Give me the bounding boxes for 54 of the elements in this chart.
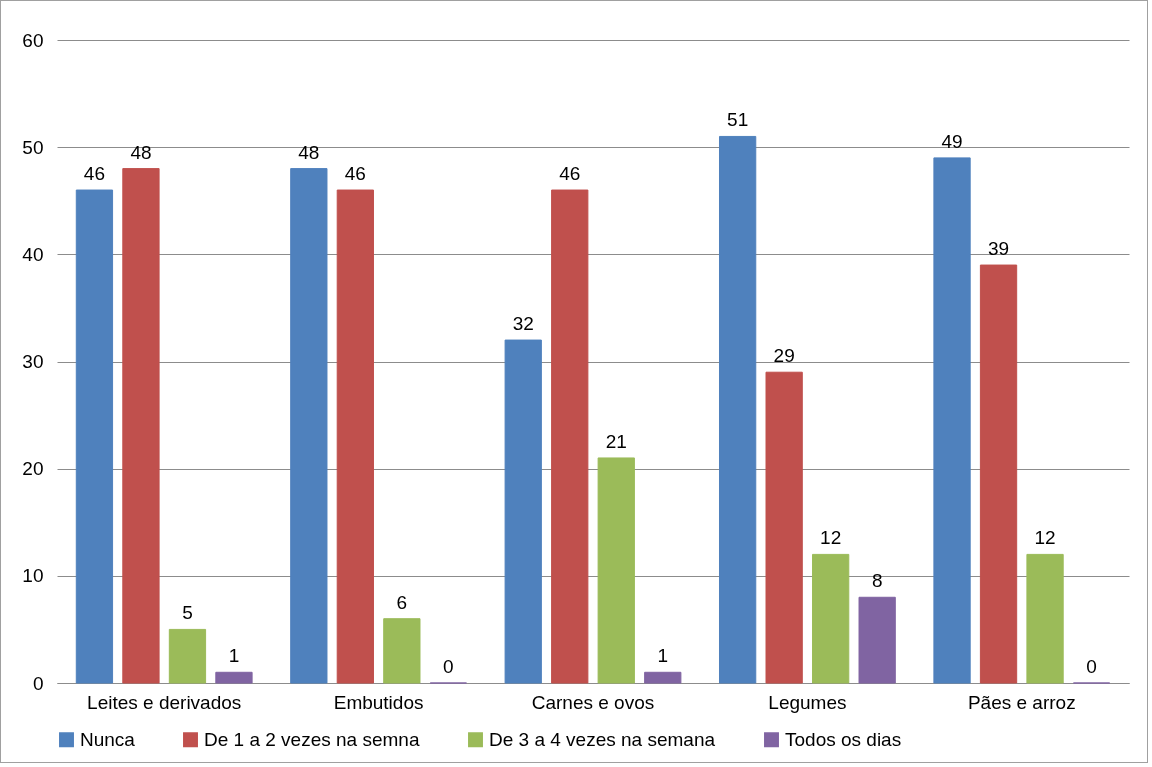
data-label: 39 — [987, 238, 1010, 260]
data-label: 12 — [820, 527, 842, 549]
bar — [597, 457, 635, 684]
bar — [215, 671, 253, 684]
bar — [812, 553, 850, 684]
data-label: 48 — [130, 141, 152, 163]
y-tick-label: 50 — [22, 136, 44, 158]
data-label: 8 — [871, 570, 883, 592]
data-label: 51 — [727, 109, 749, 131]
y-tick-label: 10 — [22, 565, 44, 587]
y-tick-label: 60 — [22, 29, 44, 51]
y-tick-label: 30 — [22, 351, 44, 372]
legend-label: Nunca — [80, 728, 136, 750]
data-label: 6 — [396, 591, 408, 613]
bar — [551, 189, 589, 684]
bar — [75, 189, 114, 684]
bar — [644, 671, 682, 684]
x-tick-label: Leites e derivados — [87, 691, 242, 713]
x-tick-label: Legumes — [768, 691, 847, 713]
x-tick-label: Carnes e ovos — [531, 691, 655, 713]
data-label: 48 — [298, 141, 320, 163]
data-label: 1 — [228, 645, 240, 667]
bar — [168, 628, 207, 684]
data-label: 5 — [182, 602, 193, 624]
bar — [383, 618, 421, 684]
bar — [858, 596, 896, 684]
data-label: 21 — [605, 430, 627, 452]
bar — [122, 168, 160, 684]
bar — [1026, 553, 1064, 684]
legend-label: De 3 a 4 vezes na semana — [489, 728, 716, 750]
bar — [719, 135, 757, 684]
data-label: 0 — [443, 656, 454, 677]
y-tick-label: 40 — [22, 243, 44, 265]
y-tick-label: 0 — [32, 672, 44, 694]
x-tick-label: Pães e arroz — [967, 691, 1076, 713]
bar — [765, 371, 803, 684]
bar — [933, 157, 971, 684]
data-label: 0 — [1086, 656, 1097, 677]
bar — [336, 189, 374, 684]
data-label: 29 — [773, 345, 795, 367]
data-label: 12 — [1034, 527, 1056, 549]
data-label: 49 — [941, 130, 963, 152]
bar — [290, 168, 328, 684]
y-tick-label: 20 — [22, 458, 44, 480]
bar — [979, 264, 1018, 684]
data-label: 46 — [83, 163, 106, 185]
data-label: 32 — [512, 313, 534, 335]
x-tick-label: Embutidos — [333, 691, 424, 713]
legend-label: Todos os dias — [785, 728, 902, 750]
legend-label: De 1 a 2 vezes na semna — [204, 728, 420, 750]
data-label: 46 — [344, 163, 366, 185]
data-label: 46 — [559, 163, 581, 185]
data-label: 1 — [657, 645, 669, 667]
bar — [504, 339, 542, 684]
